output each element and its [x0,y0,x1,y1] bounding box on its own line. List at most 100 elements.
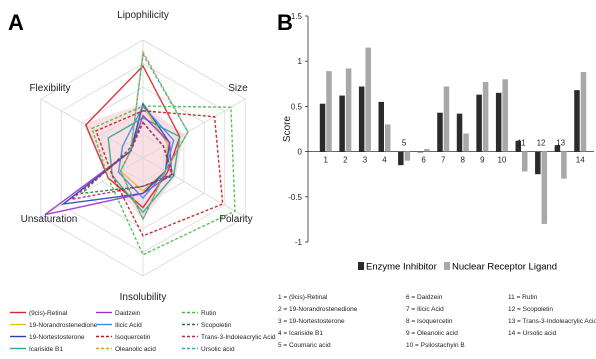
bar-key-item-4: 4 = Icariside B1 [278,330,323,337]
radar-legend-label-0: (9cis)-Retinal [29,310,68,317]
bar-key-item-9: 9 = Oleanolic acid [406,330,458,337]
bar-category-label-2: 2 [343,156,348,165]
bar-12-nuclear [541,151,548,224]
radar-axis-label-0: Lipophilicity [117,10,169,21]
radar-series-5 [117,104,175,200]
bar-category-label-6: 6 [421,156,426,165]
bar-11-enzyme [515,140,521,152]
bar-key-item-14: 14 = Ursolic acid [508,330,557,337]
bar-category-label-11: 11 [517,139,526,148]
bar-key: 1 = (9cis)-Retinal 2 = 19-Norandrostenedi… [278,294,596,349]
radar-legend-label-1: 19-Norandrostenedione [29,322,98,329]
radar-axis-label-3: Insolubility [120,292,167,303]
radar-legend-label-6: Isoquercetin [115,334,151,341]
radar-legend-label-3: Icariside B1 [29,346,63,353]
radar-spoke-4 [40,157,144,218]
radar-spoke-2 [142,157,246,218]
bar-14-enzyme [574,90,580,152]
bar-key-item-1: 1 = (9cis)-Retinal [278,294,328,301]
bar-category-label-5: 5 [402,139,407,148]
bar-5-enzyme [398,151,404,166]
bar-key-item-2: 2 = 19-Norandrostenedione [278,306,358,313]
bar-1-enzyme [319,103,326,152]
bar-key-item-10: 10 = Psilostachyin B [406,342,465,349]
bar-legend-swatch-0 [358,262,364,270]
radar-legend-label-7: Oleanolic acid [115,346,156,353]
bar-14-nuclear [580,72,587,152]
bar-category-label-12: 12 [537,139,546,148]
bar-category-label-13: 13 [556,139,565,148]
radar-legend-label-4: Daidzein [115,310,141,317]
radar-legend-label-9: Scopoletin [201,322,232,329]
radar-series-6 [95,110,224,237]
radar-legend-label-8: Rutin [201,310,217,317]
radar-legend-label-2: 19-Nortestosterone [29,334,85,341]
bar-ytick-label-3: 0.5 [291,102,303,111]
bar-key-item-8: 8 = Isoquercetin [406,318,453,325]
bar-key-item-5: 5 = Coumaric acid [278,342,331,349]
radar-series-8 [91,105,236,256]
bar-category-label-3: 3 [363,156,368,165]
bar-category-label-1: 1 [324,156,329,165]
radar-spoke-1 [142,98,246,159]
radar-series-10 [71,121,173,200]
bar-ytick-label-2: 0 [298,148,303,157]
bar-6-nuclear [424,148,430,152]
bar-category-label-7: 7 [441,156,446,165]
bar-key-item-11: 11 = Rutin [508,294,538,301]
bar-4-enzyme [378,101,384,152]
bar-legend: Enzyme Inhibitor Nuclear Receptor Ligand [358,262,557,273]
bar-ytick-label-1: -0.5 [288,193,302,202]
radar-series-3 [107,117,181,214]
bar-legend-swatch-1 [444,262,450,270]
bar-category-label-14: 14 [576,156,585,165]
radar-axis-label-4: Unsaturation [21,214,78,225]
bar-category-label-8: 8 [461,156,466,165]
bar-legend-label-0: Enzyme Inhibitor [366,262,437,273]
bar-10-nuclear [502,79,508,152]
bar-3-nuclear [365,47,371,152]
bar-10-enzyme [495,92,502,152]
bar-key-item-7: 7 = Ilicic Acid [406,306,444,313]
panel-b-label: B [277,10,293,35]
bar-category-label-10: 10 [497,156,506,165]
bar-2-nuclear [345,68,352,152]
bar-5-nuclear [404,151,411,161]
radar-axis-label-2: Polarity [219,214,252,225]
radar-legend-label-5: Ilicic Acid [115,322,142,329]
bar-1-nuclear [326,71,332,152]
bar-7-nuclear [443,86,450,152]
radar-legend-label-11: Ursolic acid [201,346,235,353]
bar-y-axis-title: Score [282,116,293,143]
bar-9-enzyme [476,94,482,152]
bar-key-item-12: 12 = Scopoletin [508,306,553,313]
bar-ytick-label-0: -1 [295,238,303,247]
bar-6-enzyme [417,151,424,153]
bar-category-label-9: 9 [480,156,485,165]
bar-3-enzyme [358,86,365,152]
panel-a-label: A [8,10,24,35]
bar-ytick-label-5: 1.5 [291,12,303,21]
bar-8-enzyme [456,113,463,152]
radar-chart: Lipophilicity Size Polarity Insolubility Uns… [21,10,253,303]
radar-legend: (9cis)-Retinal 19-Norandrostenedione 19-No… [10,310,276,353]
bar-12-enzyme [535,151,541,175]
bar-4-nuclear [385,124,391,152]
bar-9-nuclear [482,81,489,152]
radar-legend-label-10: Trans-3-Indoleacrylic Acid [201,334,276,341]
bar-13-enzyme [554,145,561,152]
bar-7-enzyme [437,112,443,152]
bar-2-enzyme [339,95,345,152]
bar-key-item-13: 13 = Trans-3-Indoleacrylic Acid [508,318,596,325]
bar-key-item-3: 3 = 19-Nortestosterone [278,318,345,325]
bar-category-label-4: 4 [382,156,387,165]
bar-ytick-label-4: 1 [298,57,303,66]
bar-key-item-6: 6 = Daidzein [406,294,443,301]
radar-axis-label-5: Flexibility [29,83,70,94]
radar-axis-label-1: Size [228,83,248,94]
bar-11-nuclear [522,151,528,172]
bar-8-nuclear [463,133,469,152]
